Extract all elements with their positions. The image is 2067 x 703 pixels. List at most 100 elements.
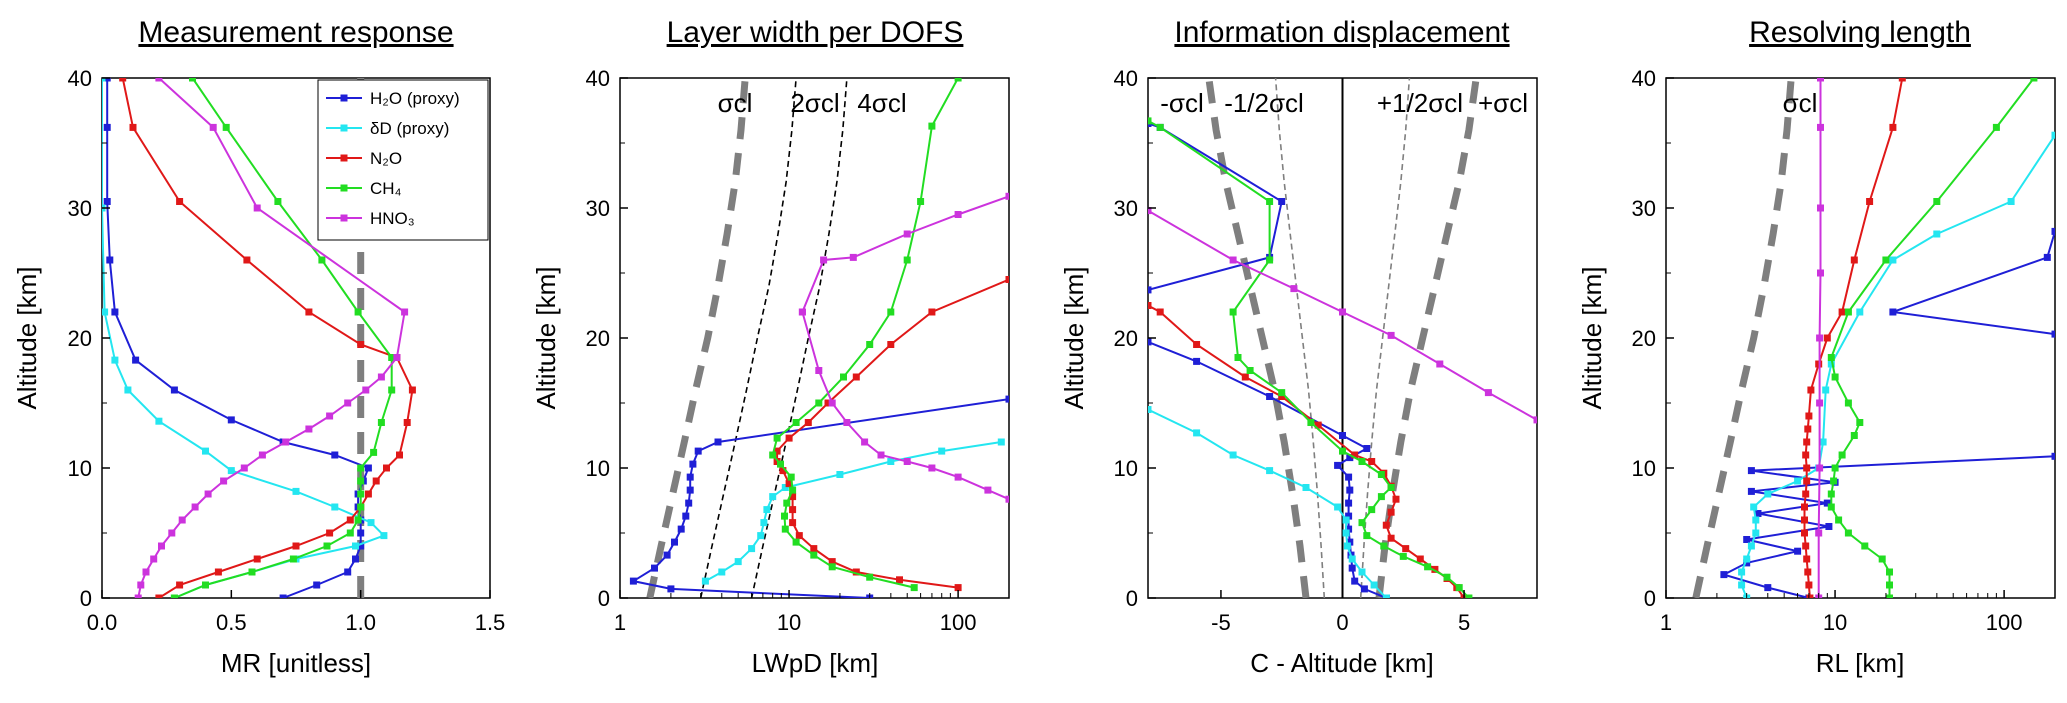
data-point-dd-mr-1-9 xyxy=(227,467,235,475)
legend-marker-dd xyxy=(340,124,348,132)
data-point-hno3-disp-5-1 xyxy=(1229,256,1237,264)
data-point-dd-lwpd-1-2 xyxy=(734,558,742,566)
data-point-ch4-rl-4-4 xyxy=(1861,542,1869,550)
data-point-dd-disp-2-8 xyxy=(1302,484,1310,491)
y-tick-label-disp-0: 0 xyxy=(1126,586,1138,611)
y-tick-label-lwpd-0: 0 xyxy=(598,586,610,611)
data-point-n2o-mr-2-17 xyxy=(243,256,251,264)
data-point-h2o-disp-0-11 xyxy=(1334,461,1342,469)
data-point-ch4-mr-3-15 xyxy=(354,308,362,316)
data-point-hno3-mr-4-15 xyxy=(344,399,352,407)
legend-marker-h2o xyxy=(340,94,348,102)
data-point-hno3-disp-5-5 xyxy=(1436,360,1444,368)
data-point-hno3-mr-4-9 xyxy=(220,477,228,485)
data-point-n2o-disp-3-7 xyxy=(1382,521,1390,529)
y-tick-label-disp-4: 40 xyxy=(1114,66,1138,91)
data-point-ch4-rl-4-5 xyxy=(1844,529,1852,537)
data-point-hno3-rl-5-5 xyxy=(1817,269,1824,277)
data-point-n2o-lwpd-2-12 xyxy=(773,447,781,455)
data-point-n2o-lwpd-2-3 xyxy=(828,558,836,566)
data-point-ch4-disp-4-8 xyxy=(1368,506,1376,514)
data-point-hno3-lwpd-4-7 xyxy=(928,464,936,472)
reference-line-disp-3 xyxy=(1359,78,1411,598)
data-point-ch4-mr-3-2 xyxy=(248,568,256,576)
data-point-hno3-lwpd-5-1 xyxy=(820,256,828,264)
data-point-hno3-lwpd-4-4 xyxy=(861,438,869,446)
data-point-h2o-rl-0-2 xyxy=(1720,571,1728,579)
data-point-ch4-lwpd-3-9 xyxy=(787,473,795,481)
data-point-n2o-mr-2-10 xyxy=(383,464,390,472)
data-point-h2o-mr-0-16 xyxy=(111,308,119,316)
data-point-h2o-disp-0-16 xyxy=(1193,357,1201,365)
data-point-ch4-rl-4-15 xyxy=(1831,373,1839,381)
y-tick-label-mr-2: 20 xyxy=(68,326,92,351)
data-point-ch4-mr-3-3 xyxy=(289,555,297,563)
x-axis-rl: 1 10 100 xyxy=(1660,590,2056,635)
data-point-n2o-disp-3-15 xyxy=(1278,393,1286,400)
data-point-dd-lwpd-1-4 xyxy=(757,532,765,540)
data-point-n2o-disp-3-5 xyxy=(1402,545,1410,553)
data-point-n2o-disp-3-3 xyxy=(1431,565,1439,573)
data-point-n2o-rl-3-2 xyxy=(1804,568,1812,576)
data-point-dd-mr-1-12 xyxy=(124,386,132,394)
data-point-n2o-mr-2-15 xyxy=(357,341,365,348)
data-point-hno3-disp-5-3 xyxy=(1339,308,1346,316)
data-point-n2o-lwpd-2-2 xyxy=(852,568,860,576)
data-point-n2o-lwpd-2-16 xyxy=(852,373,860,381)
data-point-n2o-rl-3-4 xyxy=(1802,542,1810,550)
data-point-dd-disp-2-5 xyxy=(1342,529,1350,537)
data-point-dd-rl-2-9 xyxy=(1794,477,1802,485)
panel-title-mr: Measurement response xyxy=(138,16,453,49)
data-point-ch4-disp-4-16 xyxy=(1246,367,1254,374)
data-point-hno3-lwpd-4-6 xyxy=(903,458,911,465)
y-tick-label-lwpd-3: 30 xyxy=(586,196,610,221)
data-point-ch4-lwpd-3-10 xyxy=(777,460,784,468)
data-point-dd-rl-2-11 xyxy=(1819,438,1827,446)
data-point-dd-lwpd-1-10 xyxy=(887,458,895,465)
data-point-n2o-lwpd-2-5 xyxy=(795,532,803,540)
data-point-n2o-mr-2-3 xyxy=(253,555,261,563)
data-point-hno3-lwpd-4-5 xyxy=(877,451,885,459)
data-point-h2o-lwpd-0-6 xyxy=(677,525,685,533)
data-point-ch4-mr-3-0 xyxy=(170,594,178,598)
data-point-n2o-disp-3-8 xyxy=(1387,508,1395,516)
data-point-h2o-disp-0-15 xyxy=(1266,393,1274,400)
panel-layer-width: Layer width per DOFS 0 10 20 30 40 1 10 100 Al… xyxy=(531,16,1010,678)
y-axis-mr: 0 10 20 30 40 xyxy=(68,66,110,611)
reference-line-disp-2 xyxy=(1274,78,1326,598)
legend-marker-n2o xyxy=(340,154,348,162)
data-point-n2o-disp-3-16 xyxy=(1241,373,1249,381)
data-point-hno3-disp-5-6 xyxy=(1484,389,1492,397)
data-point-h2o-rl-1-1 xyxy=(1889,308,1897,316)
y-tick-label-rl-0: 0 xyxy=(1644,586,1656,611)
series-line-h2o-lwpd-0 xyxy=(630,398,1009,598)
series-line-ch4-lwpd-3 xyxy=(771,78,959,589)
data-point-hno3-mr-4-20 xyxy=(253,204,261,212)
ref-label-neg-half-sigma: -1/2σcl xyxy=(1224,88,1304,118)
series-line-hno3-disp-5 xyxy=(1148,209,1537,421)
series-group-lwpd xyxy=(629,78,1009,598)
y-tick-label-rl-1: 10 xyxy=(1632,456,1656,481)
x-axis-lwpd: 1 10 100 xyxy=(614,590,1010,635)
data-point-ch4-mr-3-7 xyxy=(357,503,365,511)
data-point-dd-rl-2-18 xyxy=(2051,131,2055,139)
x-tick-label-rl-2: 100 xyxy=(1986,610,2023,635)
ref-label-sigma: σcl xyxy=(718,88,753,118)
data-point-dd-disp-2-2 xyxy=(1358,568,1366,576)
data-point-ch4-lwpd-3-5 xyxy=(781,525,789,533)
legend-marker-hno3 xyxy=(340,214,348,222)
data-point-dd-lwpd-1-9 xyxy=(836,471,844,478)
x-axis-label-rl: RL [km] xyxy=(1816,648,1905,678)
data-point-dd-lwpd-1-3 xyxy=(748,545,756,553)
data-point-n2o-mr-2-0 xyxy=(155,594,163,598)
data-point-n2o-rl-3-10 xyxy=(1803,464,1811,472)
legend-label-hno3: HNO₃ xyxy=(370,209,415,228)
y-tick-label-rl-2: 20 xyxy=(1632,326,1656,351)
y-axis-label-rl: Altitude [km] xyxy=(1577,266,1607,409)
data-point-h2o-disp-0-3 xyxy=(1348,564,1356,572)
data-point-dd-rl-2-8 xyxy=(1764,490,1772,498)
data-point-ch4-lwpd-3-20 xyxy=(928,122,936,130)
data-point-n2o-rl-3-20 xyxy=(1866,198,1874,205)
